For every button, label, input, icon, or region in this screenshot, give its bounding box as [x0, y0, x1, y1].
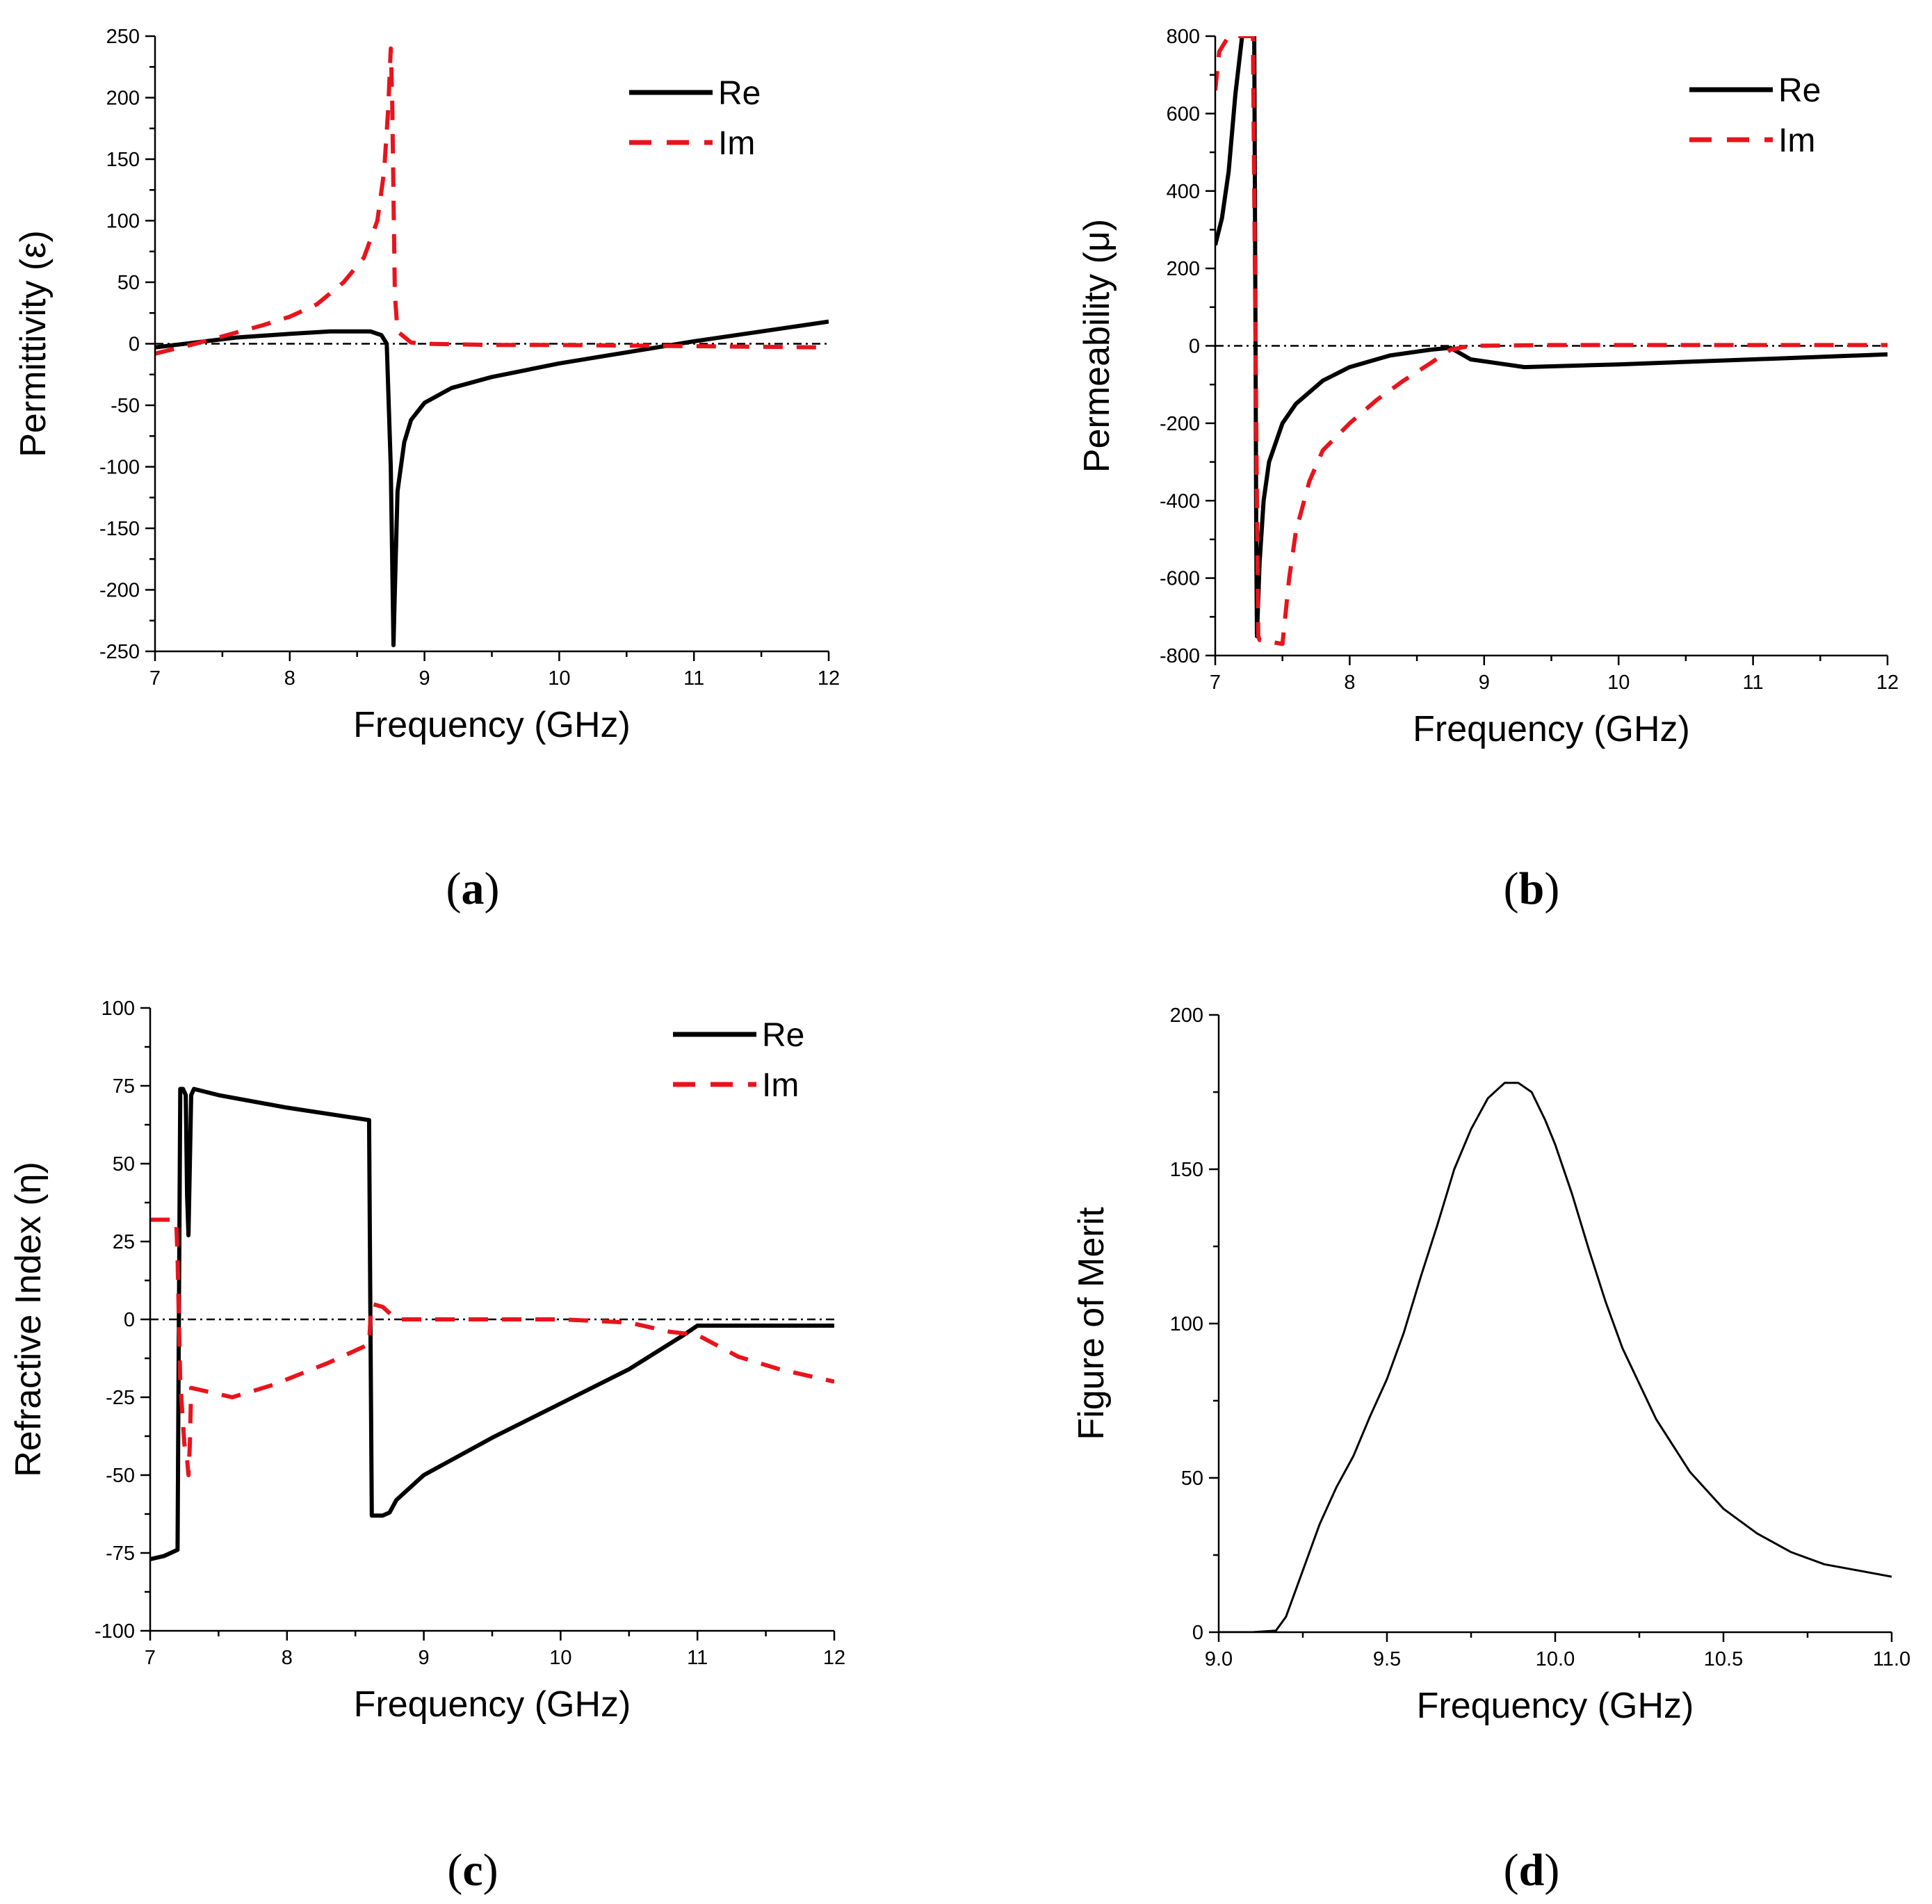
chart-panel-b: 7 8 9 10 11 12 -800 -600 -400 -200 0 200 400 600 800 Fr…: [1077, 26, 1899, 749]
x-axis-title: Frequency (GHz): [1417, 1686, 1694, 1726]
y-axis-title: Permeability (μ): [1077, 219, 1117, 473]
x-axis-title: Frequency (GHz): [353, 705, 631, 745]
y-axis-title: Permittivity (ε): [13, 230, 54, 457]
chart-panel-a: 7 8 9 10 11 12 -250 -200 -150 -100 -50 0 50 100 150 200…: [13, 26, 840, 745]
x-tick-label: 7: [1210, 672, 1221, 694]
x-tick-label: 9.5: [1373, 1648, 1401, 1670]
y-tick-label: 200: [106, 88, 140, 110]
series-line-main: [1219, 1082, 1892, 1632]
y-tick-label: 50: [113, 1153, 135, 1175]
panel-label-a: (a): [446, 863, 500, 914]
y-tick-label: -100: [95, 1620, 135, 1643]
y-tick-label: 150: [1170, 1159, 1203, 1181]
legend: Re Im: [629, 75, 761, 162]
y-tick-label: -50: [111, 395, 140, 417]
panel-label-b: (b): [1504, 863, 1560, 914]
x-tick-label: 11: [683, 667, 704, 690]
series-line-re: [150, 1087, 834, 1561]
legend: Re Im: [673, 1017, 804, 1104]
y-tick-label: -150: [99, 518, 140, 540]
x-tick-label: 10: [549, 1647, 571, 1669]
series-line-im: [155, 46, 829, 356]
legend-label-re: Re: [762, 1017, 804, 1054]
legend-label-im: Im: [718, 125, 755, 162]
y-tick-label: 150: [106, 149, 140, 171]
series-line-re: [155, 319, 829, 648]
y-tick-label: -200: [99, 580, 140, 602]
y-tick-label: 100: [106, 211, 140, 233]
y-tick-label: 50: [117, 272, 140, 294]
y-tick-label: -250: [99, 641, 140, 663]
legend-label-re: Re: [1778, 72, 1821, 109]
panel-label-d: (d): [1504, 1845, 1560, 1896]
legend: Re Im: [1689, 72, 1821, 159]
series-line-re: [1215, 36, 1888, 639]
y-tick-label: 75: [113, 1075, 135, 1098]
y-axis-title: Figure of Merit: [1071, 1207, 1112, 1440]
x-tick-label: 11.0: [1873, 1648, 1910, 1670]
panel-label-c: (c): [447, 1845, 498, 1896]
y-tick-label: 0: [1192, 1622, 1203, 1644]
legend-label-im: Im: [1778, 122, 1815, 159]
x-tick-label: 10.0: [1536, 1648, 1575, 1670]
x-tick-label: 11: [1743, 672, 1764, 694]
y-tick-label: -75: [106, 1543, 135, 1565]
x-tick-label: 12: [818, 667, 840, 690]
x-tick-label: 12: [823, 1647, 845, 1669]
legend-label-im: Im: [762, 1067, 799, 1104]
y-tick-label: 0: [129, 334, 140, 356]
y-tick-label: 250: [106, 26, 140, 48]
y-tick-label: 800: [1167, 26, 1200, 48]
x-tick-label: 9.0: [1205, 1648, 1233, 1670]
x-tick-label: 9: [419, 1647, 430, 1669]
x-tick-label: 10: [548, 667, 570, 690]
y-tick-label: 0: [124, 1309, 135, 1331]
legend-label-re: Re: [718, 75, 761, 112]
x-tick-label: 9: [419, 667, 430, 690]
x-tick-label: 10.5: [1704, 1648, 1743, 1670]
x-axis-title: Frequency (GHz): [1413, 709, 1690, 749]
x-tick-label: 10: [1607, 672, 1630, 694]
y-tick-label: 100: [1170, 1313, 1203, 1335]
y-tick-label: 25: [113, 1231, 135, 1253]
series-line-im: [150, 1217, 834, 1477]
y-tick-label: 400: [1167, 181, 1200, 203]
y-tick-label: -50: [106, 1465, 135, 1487]
y-tick-label: 100: [102, 998, 135, 1020]
x-tick-label: 12: [1876, 672, 1899, 694]
y-tick-label: 600: [1167, 103, 1200, 125]
chart-panel-c: 7 8 9 10 11 12 -100 -75 -50 -25 0 25 50 75 100 Frequenc…: [8, 998, 845, 1725]
y-tick-label: -100: [99, 457, 140, 479]
y-tick-label: -200: [1160, 413, 1200, 435]
y-tick-label: -800: [1160, 645, 1200, 667]
y-tick-label: -25: [106, 1387, 135, 1409]
y-tick-label: -600: [1160, 568, 1200, 590]
y-tick-label: 200: [1170, 1004, 1203, 1027]
x-tick-label: 8: [1344, 672, 1355, 694]
x-tick-label: 7: [149, 667, 161, 690]
chart-panel-d: 9.0 9.5 10.0 10.5 11.0 0 50 100 150 200 Frequency …: [1071, 1004, 1910, 1726]
x-tick-label: 7: [145, 1647, 156, 1669]
y-tick-label: 50: [1181, 1467, 1203, 1490]
y-tick-label: 0: [1189, 336, 1200, 358]
x-axis-title: Frequency (GHz): [354, 1684, 631, 1725]
x-tick-label: 8: [284, 667, 295, 690]
y-tick-label: 200: [1167, 258, 1200, 280]
y-tick-label: -400: [1160, 490, 1200, 512]
x-tick-label: 9: [1479, 672, 1490, 694]
x-tick-label: 11: [687, 1647, 708, 1669]
y-axis-title: Refractive Index (η): [8, 1162, 49, 1477]
x-tick-label: 8: [282, 1647, 293, 1669]
